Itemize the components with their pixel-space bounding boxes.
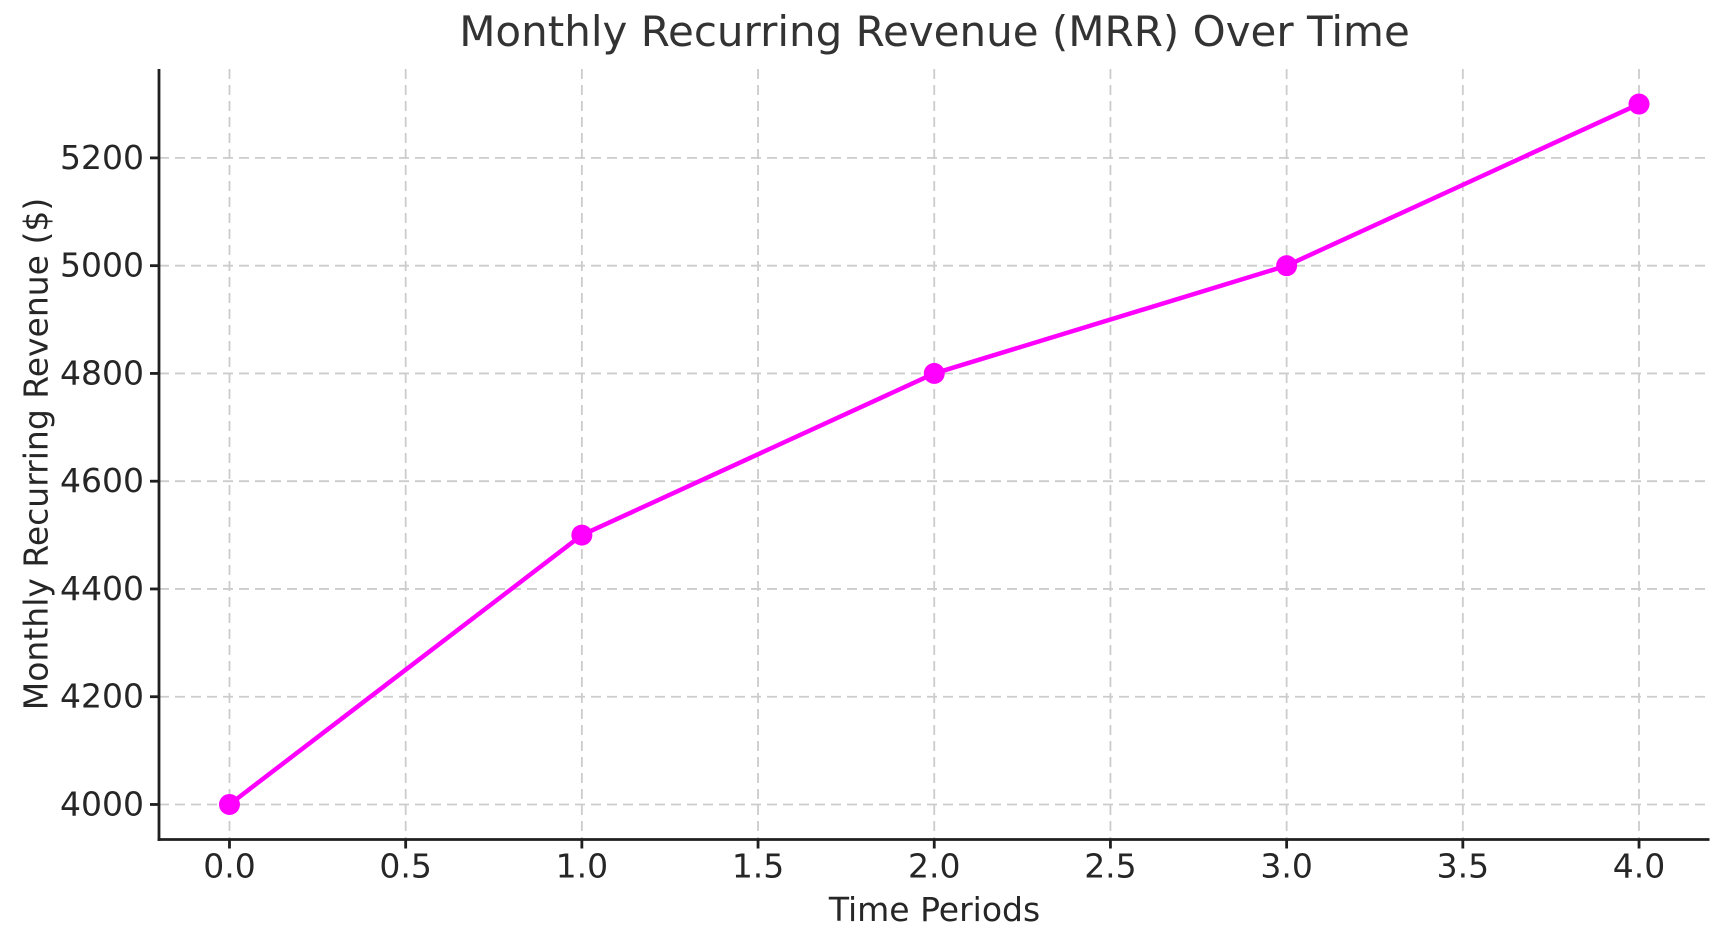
x-axis-label: Time Periods: [828, 890, 1041, 929]
x-tick-label: 2.0: [908, 847, 960, 886]
x-tick-label: 1.0: [556, 847, 608, 886]
x-tick-label: 1.5: [732, 847, 784, 886]
y-tick-label: 5200: [60, 138, 144, 177]
y-tick-label: 5000: [60, 246, 144, 285]
x-tick-label: 0.5: [379, 847, 431, 886]
x-tick-label: 0.0: [203, 847, 255, 886]
chart-title: Monthly Recurring Revenue (MRR) Over Tim…: [459, 7, 1410, 56]
y-tick-label: 4200: [60, 677, 144, 716]
y-tick-label: 4600: [60, 461, 144, 500]
data-point-marker: [923, 362, 945, 384]
y-tick-label: 4800: [60, 353, 144, 392]
data-point-marker: [571, 524, 593, 546]
x-tick-label: 4.0: [1613, 847, 1665, 886]
y-tick-label: 4000: [60, 784, 144, 823]
data-point-marker: [1276, 255, 1298, 277]
data-point-marker: [218, 793, 240, 815]
y-tick-label: 4400: [60, 569, 144, 608]
x-tick-label: 3.0: [1260, 847, 1312, 886]
y-axis-label: Monthly Recurring Revenue ($): [16, 197, 56, 711]
x-tick-label: 2.5: [1084, 847, 1136, 886]
data-point-marker: [1628, 93, 1650, 115]
x-tick-label: 3.5: [1437, 847, 1489, 886]
